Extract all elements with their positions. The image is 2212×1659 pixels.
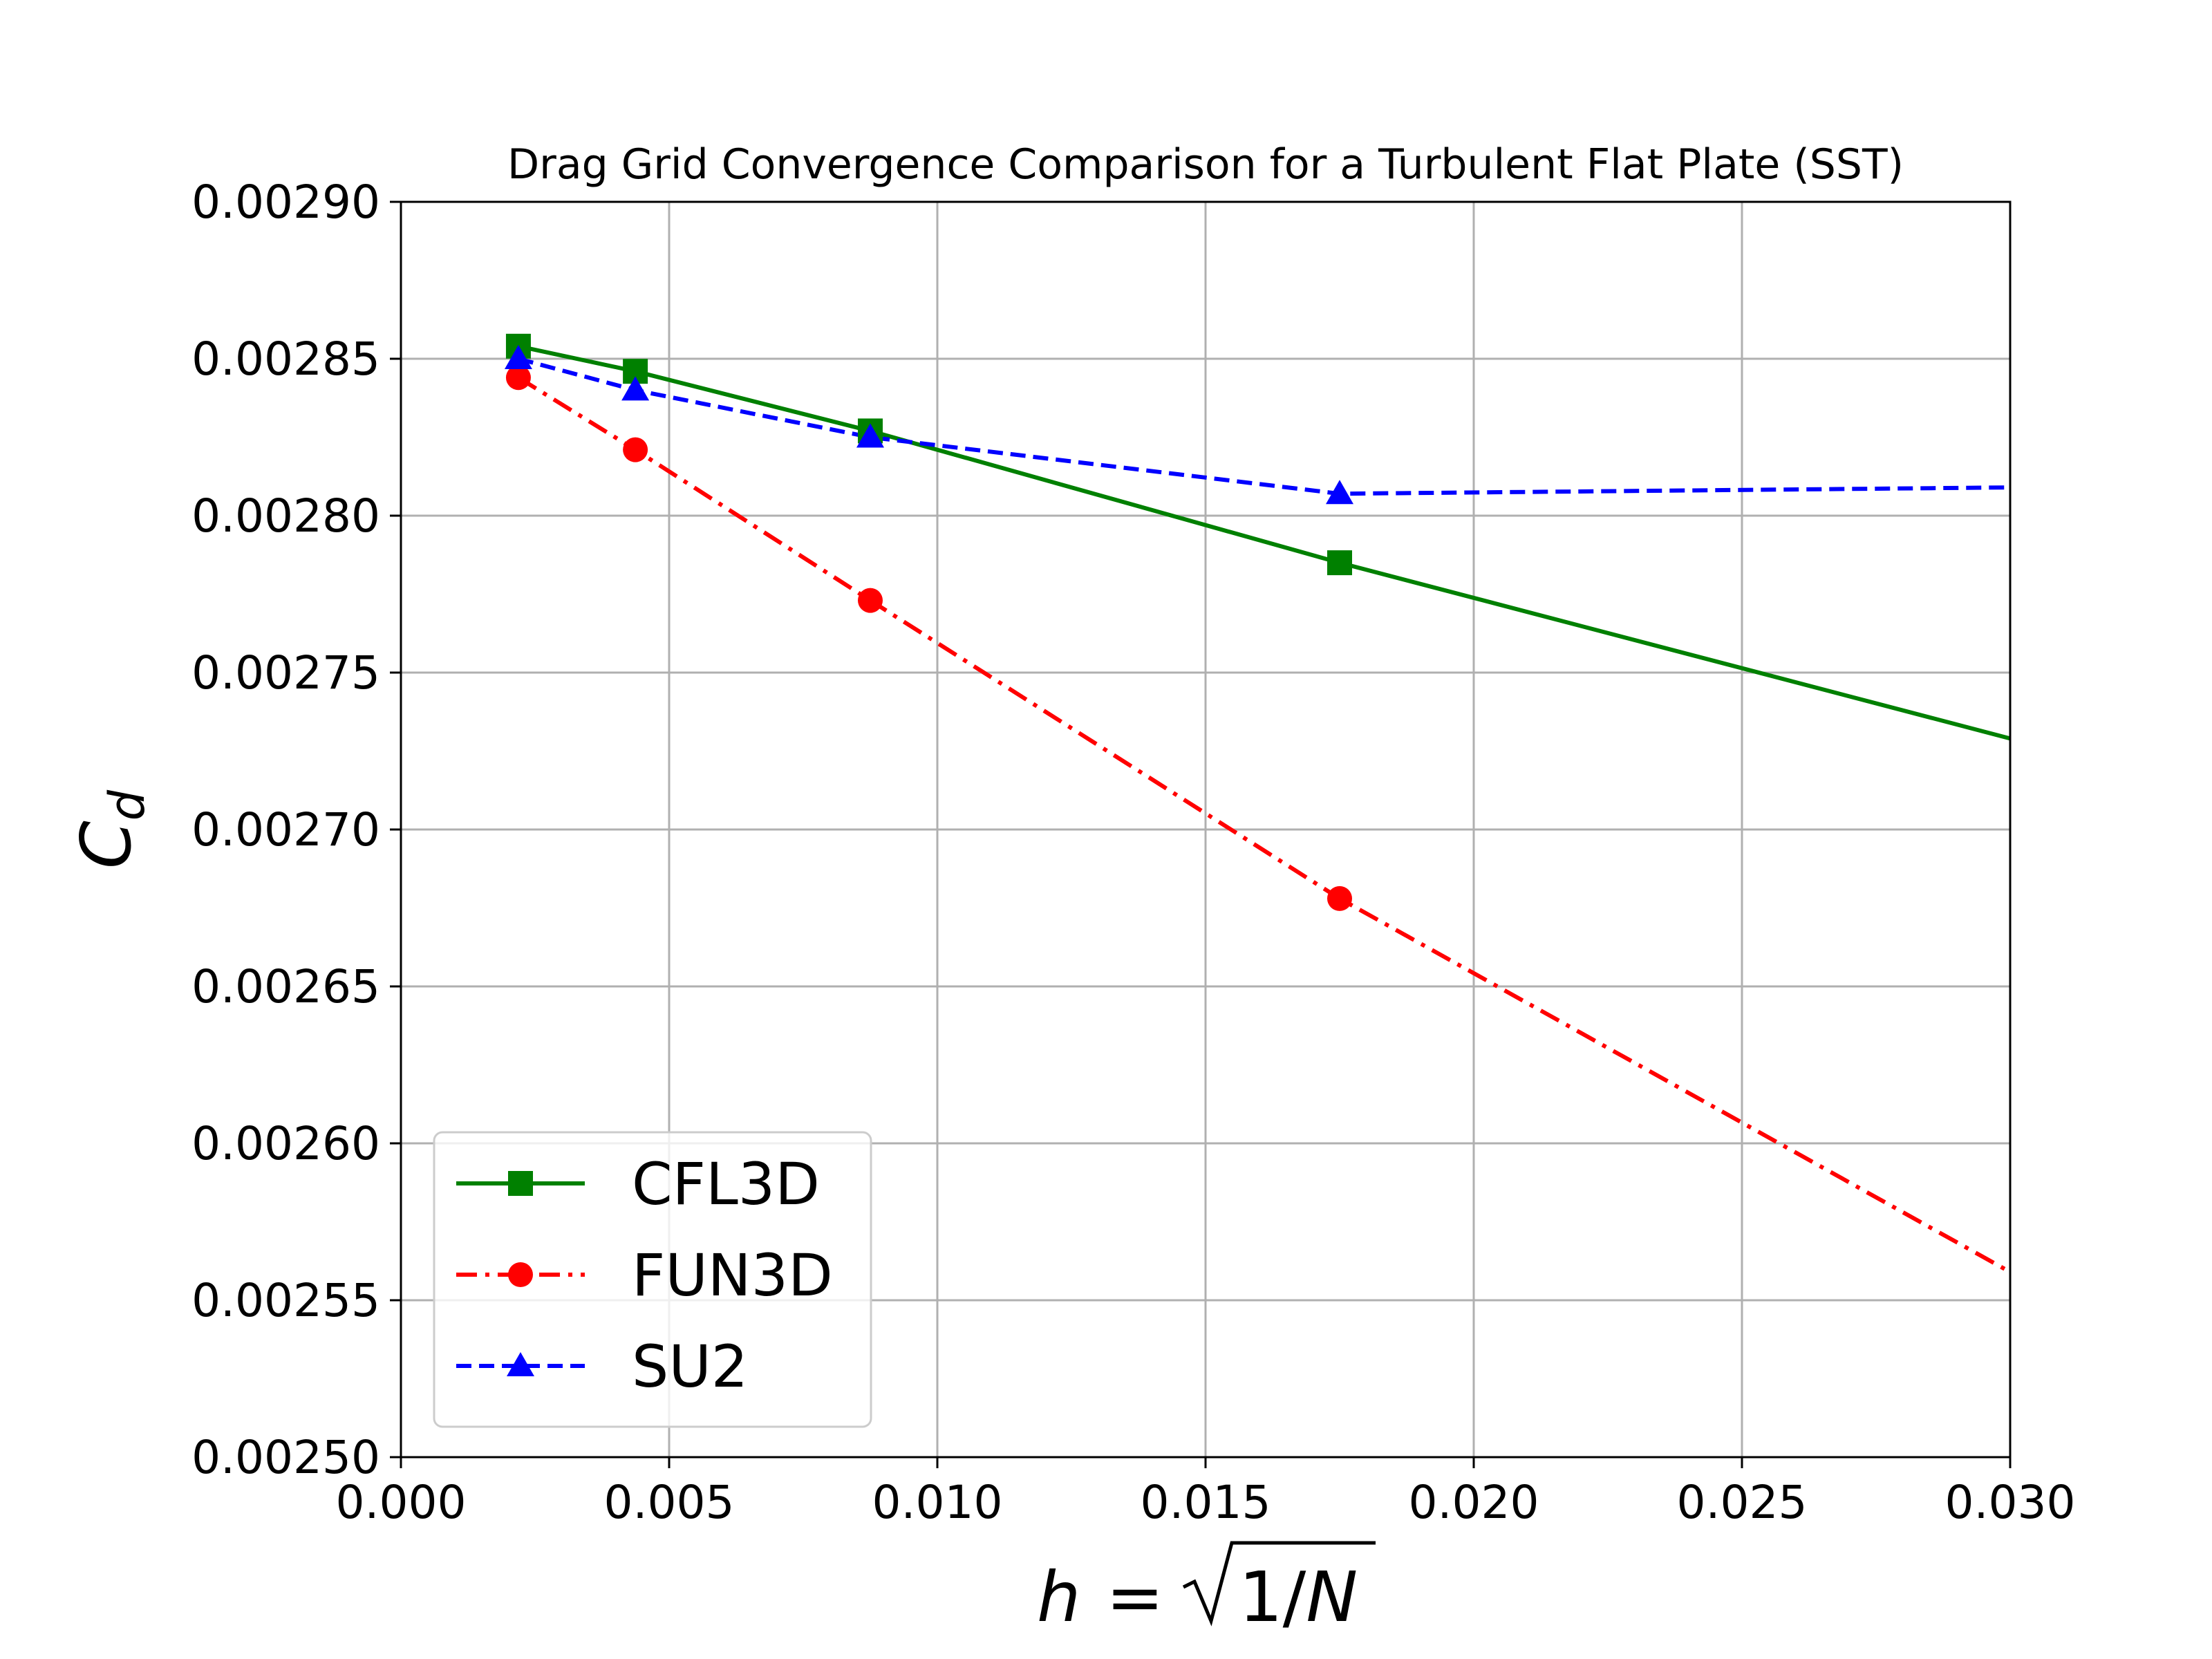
chart-title: Drag Grid Convergence Comparison for a T… <box>507 140 1904 189</box>
y-tick-label: 0.00265 <box>191 960 380 1013</box>
x-axis-label: h = 1/N <box>1037 1541 1376 1638</box>
x-tick-label: 0.000 <box>336 1476 467 1529</box>
x-tick-label: 0.025 <box>1677 1476 1808 1529</box>
marker-circle <box>508 1262 533 1287</box>
marker-triangle <box>856 423 884 448</box>
marker-circle <box>1327 885 1352 911</box>
y-ticks: 0.00250 0.00255 0.00260 0.00265 0.00270 0.002… <box>191 176 401 1484</box>
marker-circle <box>858 588 883 613</box>
marker-circle <box>623 437 648 462</box>
legend-label: FUN3D <box>632 1241 833 1309</box>
y-tick-label: 0.00290 <box>191 176 380 229</box>
marker-triangle <box>1326 480 1353 505</box>
x-label-fraction: 1/N <box>1239 1557 1358 1638</box>
y-tick-label: 0.00280 <box>191 489 380 543</box>
marker-triangle <box>621 376 650 401</box>
x-tick-label: 0.020 <box>1409 1476 1539 1529</box>
x-ticks: 0.000 0.005 0.010 0.015 0.020 0.025 0.030 <box>336 1457 2076 1529</box>
marker-triangle <box>504 345 532 369</box>
series-markers <box>504 333 1353 911</box>
marker-circle <box>505 365 531 391</box>
x-label-h: h <box>1037 1557 1080 1638</box>
x-label-equals: = <box>1106 1557 1164 1638</box>
x-tick-label: 0.030 <box>1945 1476 2076 1529</box>
legend-label: SU2 <box>632 1333 748 1400</box>
x-tick-label: 0.010 <box>872 1476 1003 1529</box>
series-line-su2 <box>518 357 2011 496</box>
marker-triangle <box>507 1352 534 1376</box>
y-tick-label: 0.00275 <box>191 646 380 700</box>
legend: CFL3D FUN3D SU2 <box>433 1131 872 1428</box>
y-axis-label: Cd <box>66 789 156 869</box>
y-tick-label: 0.00270 <box>191 803 380 856</box>
x-tick-label: 0.015 <box>1141 1476 1271 1529</box>
legend-label: CFL3D <box>632 1150 820 1218</box>
y-tick-label: 0.00255 <box>191 1274 380 1327</box>
y-tick-label: 0.00250 <box>191 1431 380 1484</box>
marker-square <box>1327 550 1352 576</box>
x-tick-label: 0.005 <box>604 1476 735 1529</box>
legend-box <box>433 1131 872 1428</box>
y-tick-label: 0.00285 <box>191 332 380 386</box>
marker-square <box>508 1171 533 1196</box>
y-label-text: Cd <box>66 789 156 869</box>
y-tick-label: 0.00260 <box>191 1117 380 1170</box>
sqrt-symbol <box>1182 1541 1376 1627</box>
